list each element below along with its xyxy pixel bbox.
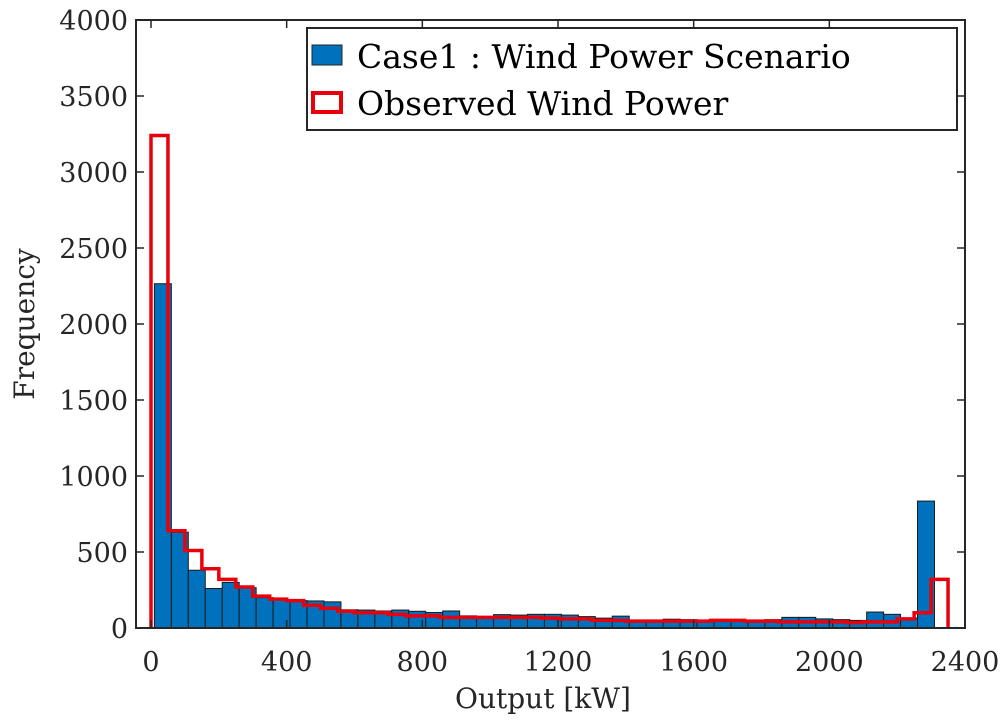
x-axis-title: Output [kW]	[455, 682, 631, 715]
y-tick-label: 2500	[59, 234, 128, 265]
observed-step-line	[149, 133, 950, 628]
histogram-bar	[560, 614, 579, 629]
x-tick-label: 0	[142, 647, 159, 678]
legend-box	[306, 27, 958, 131]
x-tick-label: 1600	[659, 647, 728, 678]
histogram-bar	[221, 581, 240, 629]
x-tick-label: 2400	[931, 647, 1000, 678]
legend-label-scenario: Case1 : Wind Power Scenario	[357, 37, 851, 76]
y-tick-label: 4000	[59, 6, 128, 37]
x-tick-labels: 0 400 800 1200 1600 2000 2400	[142, 647, 999, 678]
y-tick-label: 0	[111, 614, 128, 645]
x-tick-label: 1200	[524, 647, 593, 678]
y-tick-label: 3000	[59, 158, 128, 189]
legend-swatch-scenario	[311, 44, 343, 66]
histogram-bar	[323, 601, 342, 629]
histogram-bar	[187, 569, 206, 629]
y-tick-label: 1000	[59, 462, 128, 493]
legend-swatch-observed	[311, 91, 343, 114]
y-tick-label: 3500	[59, 82, 128, 113]
y-tick-labels: 0 500 1000 1500 2000 2500 3000 3500 4000	[59, 6, 128, 645]
y-axis-title: Frequency	[8, 248, 41, 400]
histogram-bar	[204, 587, 223, 629]
x-tick-label: 800	[397, 647, 449, 678]
histogram-bar	[255, 597, 274, 629]
x-tick-label: 2000	[795, 647, 864, 678]
axis-ticks	[136, 19, 966, 629]
y-tick-label: 1500	[59, 386, 128, 417]
histogram-bar	[866, 611, 885, 629]
legend: Case1 : Wind Power Scenario Observed Win…	[306, 27, 958, 131]
histogram-bar	[442, 610, 461, 629]
histogram-bar	[272, 599, 291, 629]
legend-label-observed: Observed Wind Power	[357, 84, 728, 123]
y-tick-label: 500	[76, 538, 128, 569]
y-tick-label: 2000	[59, 310, 128, 341]
histogram-bar	[408, 610, 427, 629]
x-tick-label: 400	[261, 647, 313, 678]
